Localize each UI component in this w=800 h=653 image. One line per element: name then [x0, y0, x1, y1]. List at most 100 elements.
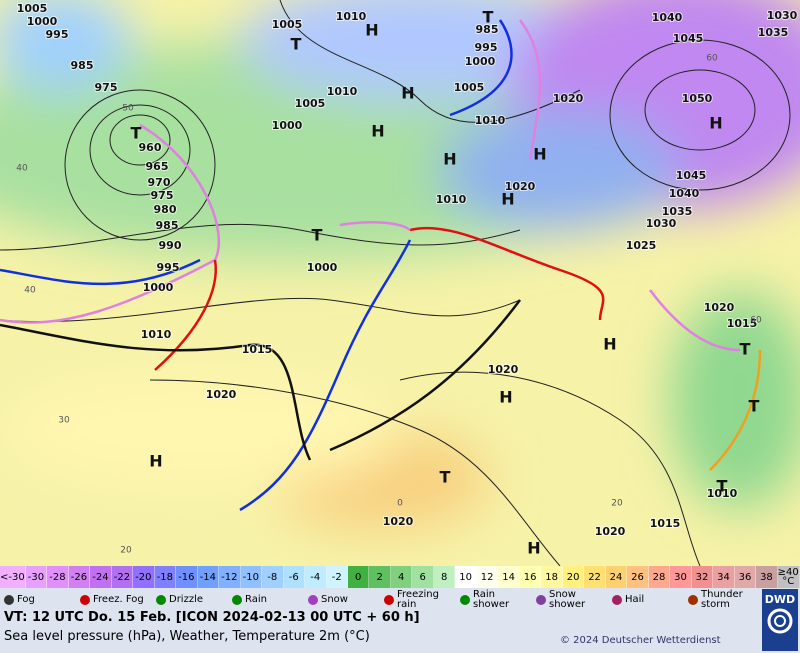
scale-cell: -12 — [219, 566, 241, 588]
legend-label: Rain — [245, 594, 267, 605]
isobar-label: 995 — [157, 261, 180, 274]
pressure-center: T — [749, 397, 760, 416]
isobar-label: 985 — [71, 59, 94, 72]
legend-item: Thunder storm — [684, 588, 760, 612]
scale-cell: 36 — [734, 566, 757, 588]
scale-cell: 26 — [627, 566, 649, 588]
legend-icon — [612, 595, 622, 605]
legend-item: Rain — [228, 588, 304, 612]
pressure-center: H — [149, 452, 162, 471]
scale-cell: -24 — [90, 566, 112, 588]
legend-icon — [4, 595, 14, 605]
isobar-label: 1010 — [707, 487, 738, 500]
legend-icon — [460, 595, 470, 605]
pressure-center: H — [499, 388, 512, 407]
temperature-label: 50 — [122, 104, 134, 114]
isobar-label: 1025 — [626, 239, 657, 252]
isobar-label: 1040 — [652, 11, 683, 24]
isobar-label: 1000 — [143, 281, 174, 294]
legend-item: Hail — [608, 588, 684, 612]
isobar-label: 1000 — [272, 119, 303, 132]
pressure-center: H — [443, 150, 456, 169]
scale-cell: 38 — [756, 566, 778, 588]
temperature-label: 40 — [16, 164, 28, 174]
isobar-label: 1035 — [758, 26, 789, 39]
weather-legend: Fog Freez. Fog Drizzle Rain Snow Freezing rai… — [0, 588, 760, 612]
legend-item: Snow shower — [532, 588, 608, 612]
legend-label: Freezing rain — [397, 589, 439, 610]
temperature-label: 0 — [397, 499, 403, 509]
pressure-center: H — [365, 21, 378, 40]
pressure-center: T — [483, 8, 494, 27]
pressure-center: T — [291, 35, 302, 54]
scale-cell: -22 — [111, 566, 134, 588]
scale-cell: 34 — [713, 566, 735, 588]
legend-label: Freez. Fog — [93, 594, 144, 605]
legend-icon — [384, 595, 394, 605]
isobar-label: 1005 — [272, 18, 303, 31]
isobar-label: 1010 — [141, 328, 172, 341]
scale-cell: 0 — [347, 566, 370, 588]
scale-cell: 4 — [390, 566, 413, 588]
legend-label: Thunder storm — [701, 589, 743, 610]
isobar-label: 1020 — [704, 301, 735, 314]
isobar-label: 1020 — [383, 515, 414, 528]
pressure-center: H — [709, 114, 722, 133]
isobar-label: 1035 — [662, 205, 693, 218]
legend-item: Drizzle — [152, 588, 228, 612]
legend-item: Fog — [0, 588, 76, 612]
dwd-logo: DWD — [762, 589, 798, 651]
temperature-label: 60 — [750, 316, 762, 326]
isobar-label: 970 — [148, 176, 171, 189]
scale-cell: -18 — [154, 566, 177, 588]
scale-cell: 20 — [562, 566, 585, 588]
pressure-center: T — [131, 124, 142, 143]
pressure-center: T — [440, 468, 451, 487]
scale-cell: 22 — [584, 566, 606, 588]
pressure-center: H — [603, 335, 616, 354]
isobar-label: 975 — [95, 81, 118, 94]
isobar-label: 995 — [46, 28, 69, 41]
scale-cell: -20 — [133, 566, 155, 588]
isobar-label: 1010 — [336, 10, 367, 23]
scale-cell: 32 — [691, 566, 714, 588]
isobar-label: 1020 — [595, 525, 626, 538]
legend-icon — [156, 595, 166, 605]
legend-icon — [308, 595, 318, 605]
legend-icon — [536, 595, 546, 605]
isobar-label: 985 — [156, 219, 179, 232]
scale-cell: -26 — [68, 566, 91, 588]
temperature-label: 30 — [58, 416, 70, 426]
scale-cell: -30 — [25, 566, 48, 588]
scale-cell: -28 — [47, 566, 69, 588]
legend-icon — [232, 595, 242, 605]
isobar-label: 1015 — [727, 317, 758, 330]
scale-cell: -6 — [283, 566, 306, 588]
legend-label: Snow shower — [549, 589, 586, 610]
isobar-label: 975 — [151, 189, 174, 202]
legend-label: Fog — [17, 594, 35, 605]
isobar-label: 1005 — [454, 81, 485, 94]
isobar-label: 985 — [476, 23, 499, 36]
isobar-label: 965 — [146, 160, 169, 173]
fronts — [0, 19, 762, 512]
scale-cell: 12 — [476, 566, 499, 588]
temperature-label: 60 — [706, 54, 718, 64]
isobar-label: 1000 — [27, 15, 58, 28]
scale-cell: 18 — [541, 566, 563, 588]
isobar-label: 960 — [139, 141, 162, 154]
scale-cell: <-30 — [0, 566, 26, 588]
legend-label: Drizzle — [169, 594, 204, 605]
copyright: © 2024 Deutscher Wetterdienst — [560, 635, 721, 646]
logo-swirl — [767, 608, 793, 634]
pressure-center: H — [527, 539, 540, 558]
legend-item: Snow — [304, 588, 380, 612]
scale-cell: -14 — [197, 566, 220, 588]
isobar-label: 1040 — [669, 187, 700, 200]
legend-icon — [80, 595, 90, 605]
scale-cell: 8 — [433, 566, 456, 588]
isobars — [0, 0, 791, 566]
isobar-label: 1020 — [488, 363, 519, 376]
isobar-label: 990 — [159, 239, 182, 252]
